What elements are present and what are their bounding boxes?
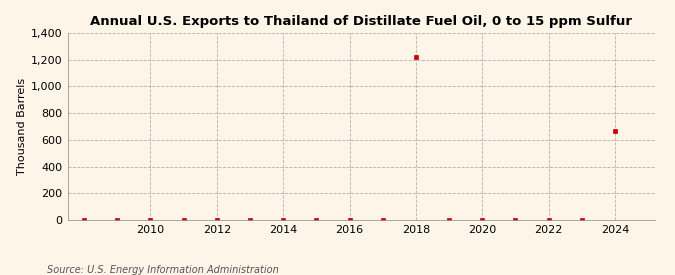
Title: Annual U.S. Exports to Thailand of Distillate Fuel Oil, 0 to 15 ppm Sulfur: Annual U.S. Exports to Thailand of Disti… (90, 15, 632, 28)
Y-axis label: Thousand Barrels: Thousand Barrels (17, 78, 27, 175)
Text: Source: U.S. Energy Information Administration: Source: U.S. Energy Information Administ… (47, 265, 279, 275)
